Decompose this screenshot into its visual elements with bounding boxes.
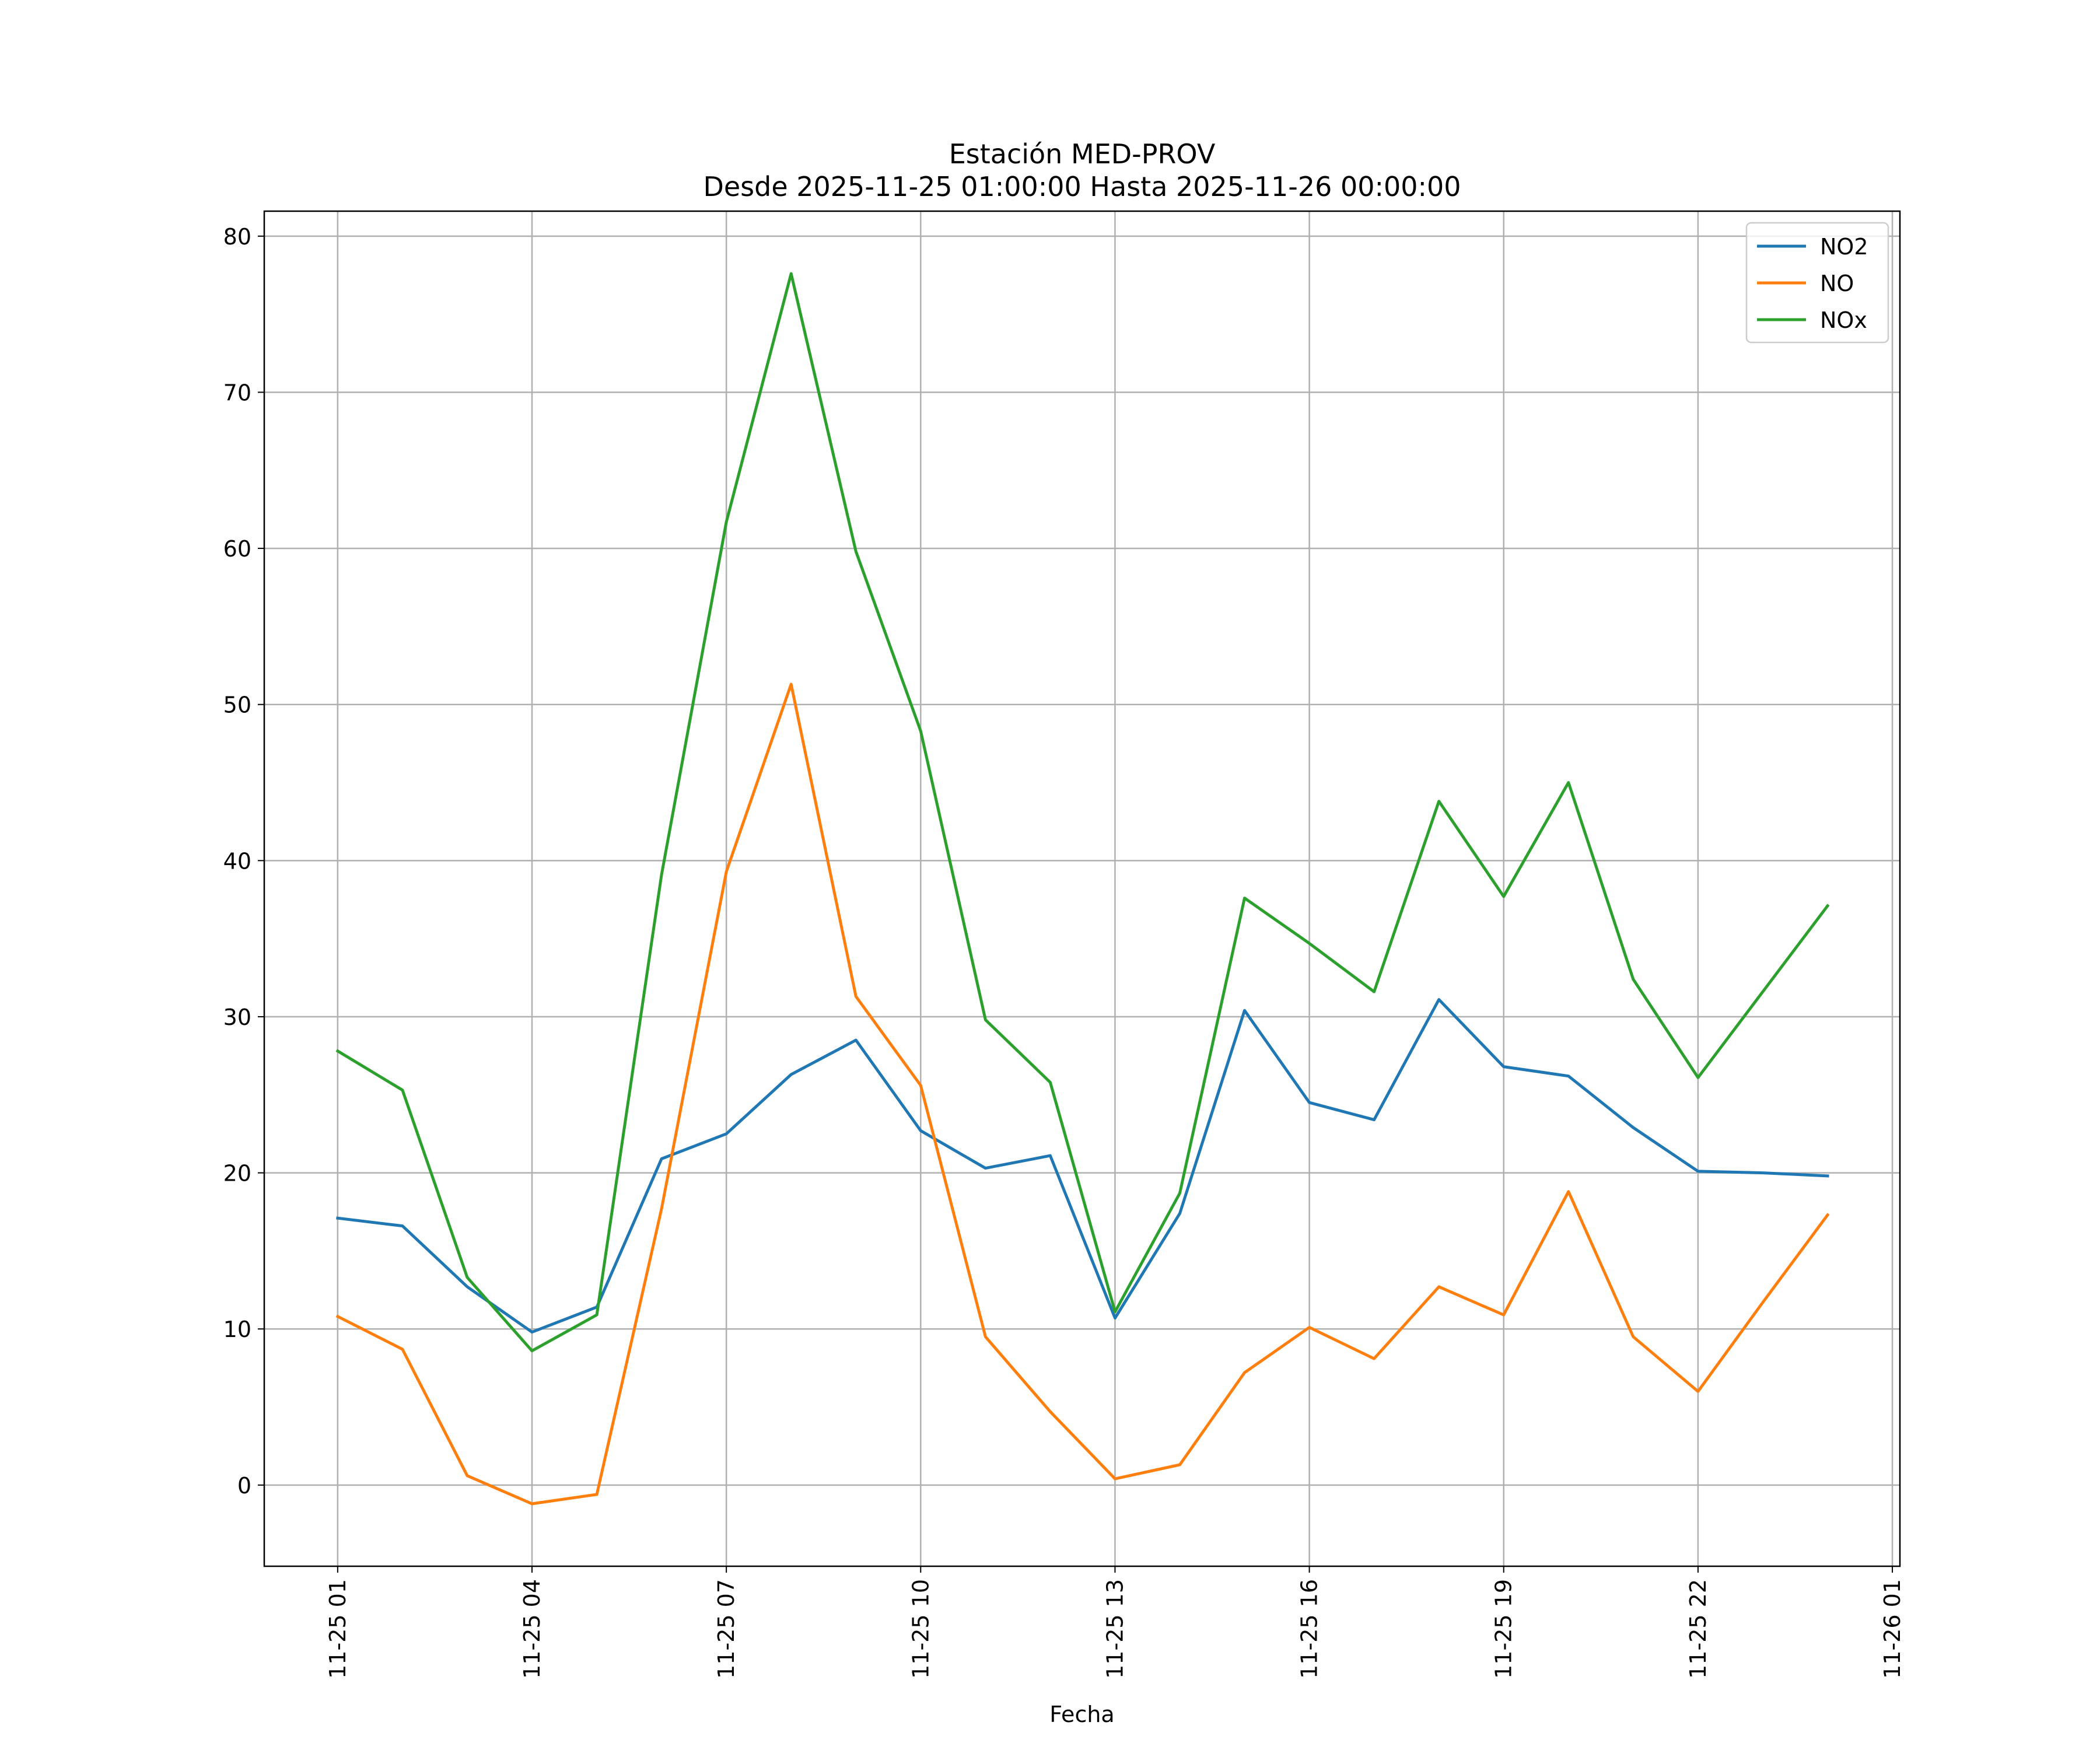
x-tick-label: 11-25 04 — [519, 1579, 545, 1679]
legend-label-no: NO — [1820, 271, 1854, 296]
series-layer — [335, 272, 1830, 1506]
x-tick-label: 11-25 22 — [1685, 1579, 1711, 1679]
y-tick-label: 40 — [223, 848, 251, 874]
y-tick-label: 30 — [223, 1005, 251, 1030]
x-tick-label: 11-25 01 — [325, 1579, 351, 1679]
y-tick-label: 60 — [223, 536, 251, 562]
x-tick-label: 11-25 10 — [908, 1579, 933, 1679]
chart-subtitle: Desde 2025-11-25 01:00:00 Hasta 2025-11-… — [703, 171, 1461, 202]
series-line-no2 — [336, 998, 1829, 1334]
grid-layer — [264, 211, 1900, 1566]
x-tick-label: 11-25 07 — [713, 1579, 739, 1679]
chart-title: Estación MED-PROV — [949, 138, 1216, 170]
y-axis: 0 10 20 30 40 50 60 70 80 — [223, 224, 264, 1499]
y-tick-label: 70 — [223, 380, 251, 405]
legend-box — [1745, 222, 1889, 344]
y-tick-label: 80 — [223, 224, 251, 250]
x-tick-label: 11-25 19 — [1491, 1579, 1517, 1679]
x-tick-label: 11-25 16 — [1297, 1579, 1322, 1679]
x-tick-label: 11-26 01 — [1880, 1579, 1905, 1679]
y-tick-label: 50 — [223, 692, 251, 718]
legend: NO2 NO NOx — [1745, 222, 1889, 344]
y-tick-label: 20 — [223, 1161, 251, 1186]
x-axis-label: Fecha — [1049, 1702, 1114, 1727]
y-tick-label: 0 — [237, 1473, 251, 1499]
x-tick-label: 11-25 13 — [1102, 1579, 1128, 1679]
plot-frame — [263, 210, 1901, 1567]
y-tick-label: 10 — [223, 1317, 251, 1342]
series-line-no — [335, 682, 1830, 1506]
legend-label-nox: NOx — [1820, 307, 1867, 333]
legend-label-no2: NO2 — [1820, 234, 1868, 260]
x-axis: 11-25 01 11-25 04 11-25 07 11-25 10 11-25 13… — [325, 1566, 1905, 1679]
series-line-nox — [335, 272, 1830, 1353]
